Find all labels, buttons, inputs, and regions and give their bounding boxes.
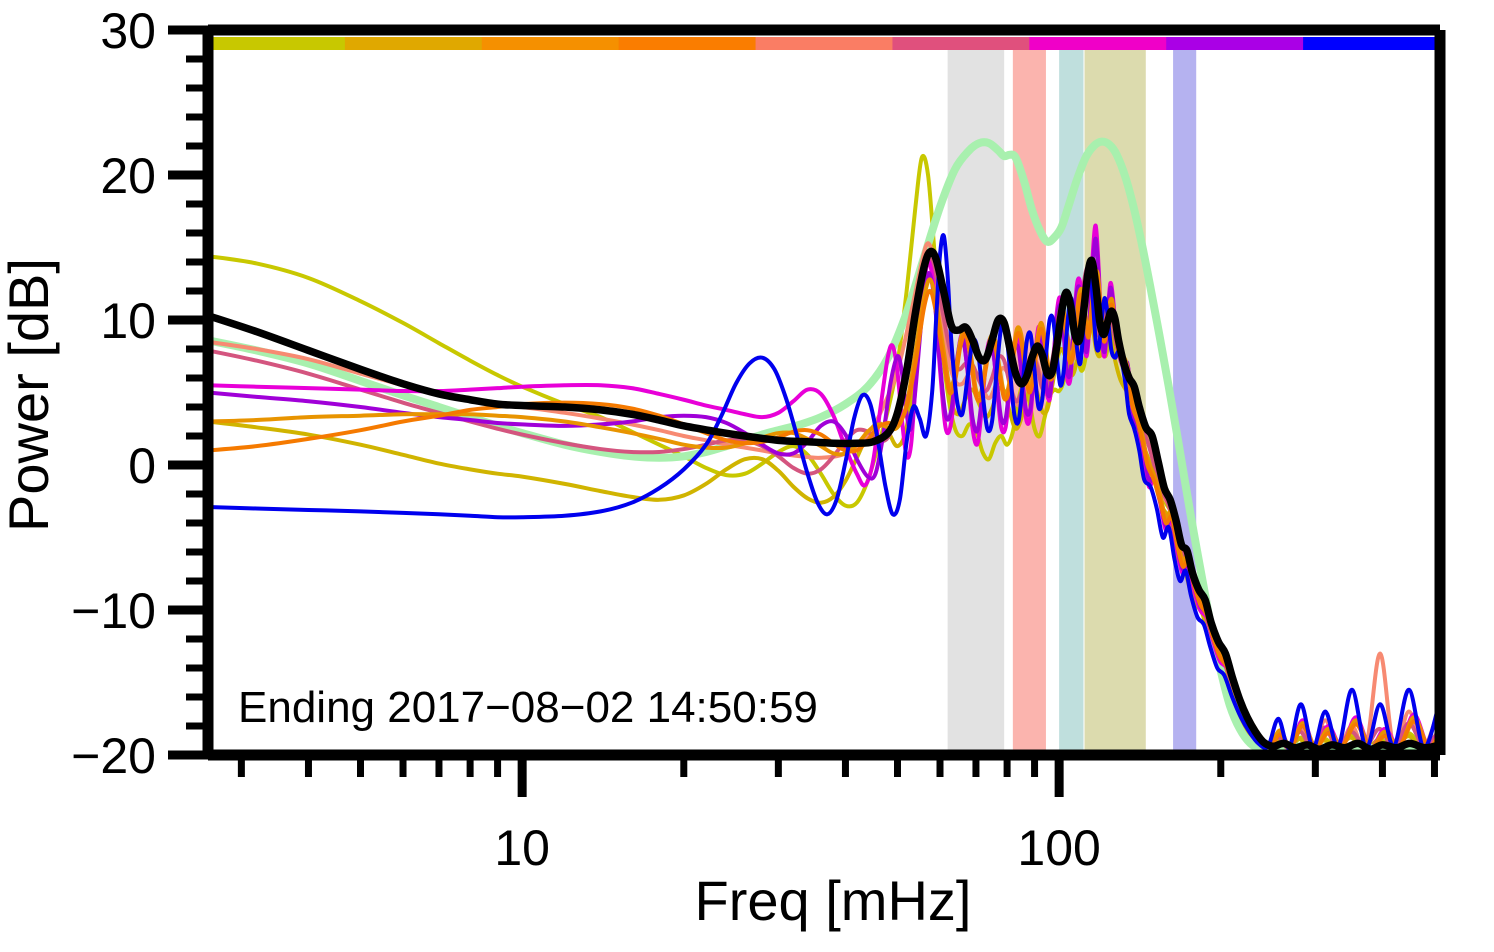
annotation-ending-time: Ending 2017−08−02 14:50:59 [238, 683, 818, 732]
mean-spectrum [208, 247, 1440, 753]
x-tick-label-1: 100 [1017, 820, 1100, 876]
spectrum-green [208, 137, 1440, 754]
spectrum-blue [208, 233, 1440, 750]
x-axis-title: Freq [mHz] [695, 869, 972, 932]
colorbar-segment-1 [208, 37, 346, 50]
colorbar [208, 37, 1441, 50]
y-tick-label-2: 10 [100, 293, 156, 349]
colorbar-segment-2 [344, 37, 483, 50]
colorbar-segment-5 [755, 37, 894, 50]
colorbar-segment-3 [481, 37, 620, 50]
series-layer [208, 137, 1440, 754]
band-teal [1059, 48, 1084, 755]
y-tick-label-5: −20 [71, 728, 156, 784]
colorbar-segment-8 [1166, 37, 1304, 50]
colorbar-segment-4 [618, 37, 757, 50]
axes-frame [168, 24, 1446, 797]
y-tick-label-4: −10 [71, 583, 156, 639]
x-tick-label-0: 10 [494, 820, 550, 876]
y-tick-label-3: 0 [128, 438, 156, 494]
band-violet [1173, 48, 1197, 755]
y-tick-label-0: 30 [100, 3, 156, 59]
y-axis-title: Power [dB] [0, 258, 60, 532]
colorbar-segment-6 [892, 37, 1030, 50]
colorbar-segment-7 [1029, 37, 1167, 50]
colorbar-segment-9 [1303, 37, 1441, 50]
y-tick-label-1: 20 [100, 148, 156, 204]
